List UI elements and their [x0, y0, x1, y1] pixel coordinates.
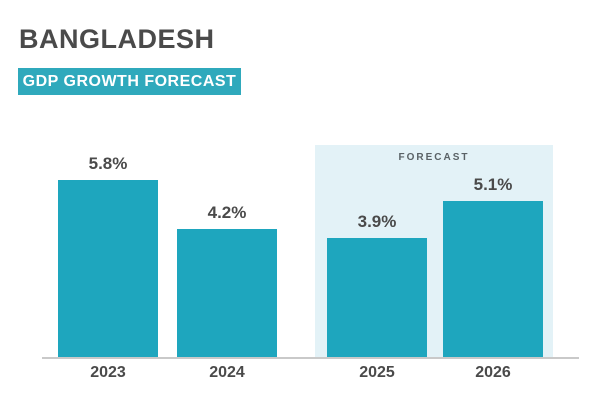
year-label-2025: 2025 [359, 364, 395, 381]
bar-2023 [58, 180, 158, 357]
year-label-2024: 2024 [209, 364, 245, 381]
value-label-2023: 5.8% [88, 154, 128, 173]
forecast-annotation-label: FORECAST [398, 152, 470, 163]
value-label-2025: 3.9% [357, 212, 397, 231]
subtitle-band: GDP GROWTH FORECAST [18, 68, 241, 95]
bar-2024 [177, 229, 277, 357]
page-title: BANGLADESH [19, 24, 215, 54]
year-label-2023: 2023 [90, 364, 126, 381]
bar-2026 [443, 201, 543, 357]
subtitle-text: GDP GROWTH FORECAST [22, 72, 237, 90]
year-label-2026: 2026 [475, 364, 511, 381]
value-label-2026: 5.1% [473, 175, 513, 194]
x-axis-line [42, 357, 579, 359]
value-label-2024: 4.2% [207, 203, 247, 222]
bar-2025 [327, 238, 427, 357]
